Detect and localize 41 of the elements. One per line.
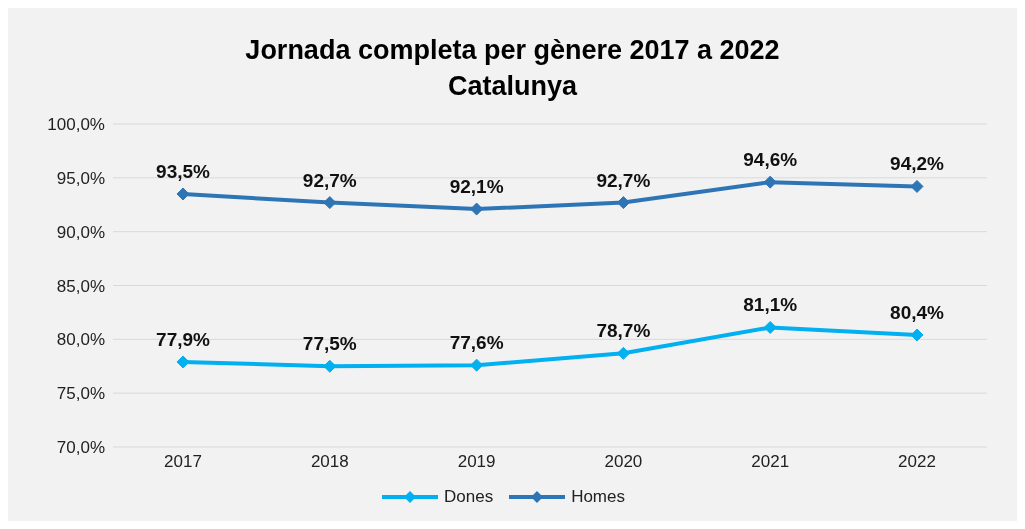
data-label: 80,4% <box>890 302 945 324</box>
data-label: 78,7% <box>596 320 651 342</box>
x-tick-label: 2022 <box>898 452 936 472</box>
point <box>910 328 924 342</box>
point <box>470 358 484 372</box>
point <box>470 202 484 216</box>
y-tick-label: 80,0% <box>56 330 105 350</box>
chart-subtitle: Catalunya <box>446 70 579 103</box>
point <box>910 179 924 193</box>
y-tick-label: 85,0% <box>56 276 105 296</box>
data-label: 94,2% <box>890 153 945 175</box>
data-label: 92,7% <box>596 169 651 191</box>
point <box>763 320 777 334</box>
point <box>616 346 630 360</box>
x-tick-label: 2019 <box>457 452 496 472</box>
data-label: 81,1% <box>743 294 798 316</box>
point <box>176 187 190 201</box>
point <box>176 355 190 369</box>
point <box>616 196 630 210</box>
y-tick-label: 75,0% <box>56 384 105 404</box>
x-tick-label: 2020 <box>604 452 643 472</box>
y-tick-label: 70,0% <box>56 438 105 458</box>
data-label: 93,5% <box>156 160 211 182</box>
data-label: 77,9% <box>156 328 211 350</box>
data-label: 92,1% <box>449 176 504 198</box>
chart-title: Jornada completa per gènere 2017 a 2022 <box>244 34 781 67</box>
legend-label: Dones <box>444 487 494 507</box>
y-tick-label: 100,0% <box>47 115 105 135</box>
data-label: 77,6% <box>449 332 504 354</box>
point <box>323 196 337 210</box>
data-label: 77,5% <box>302 333 357 355</box>
point <box>323 359 337 373</box>
x-tick-label: 2017 <box>164 452 202 472</box>
y-tick-label: 90,0% <box>56 222 105 242</box>
legend-label: Homes <box>571 487 625 507</box>
y-tick-label: 95,0% <box>56 168 105 188</box>
point <box>763 175 777 189</box>
x-tick-label: 2018 <box>310 452 349 472</box>
data-label: 94,6% <box>743 149 798 171</box>
x-tick-label: 2021 <box>751 452 790 472</box>
data-label: 92,7% <box>302 169 357 191</box>
